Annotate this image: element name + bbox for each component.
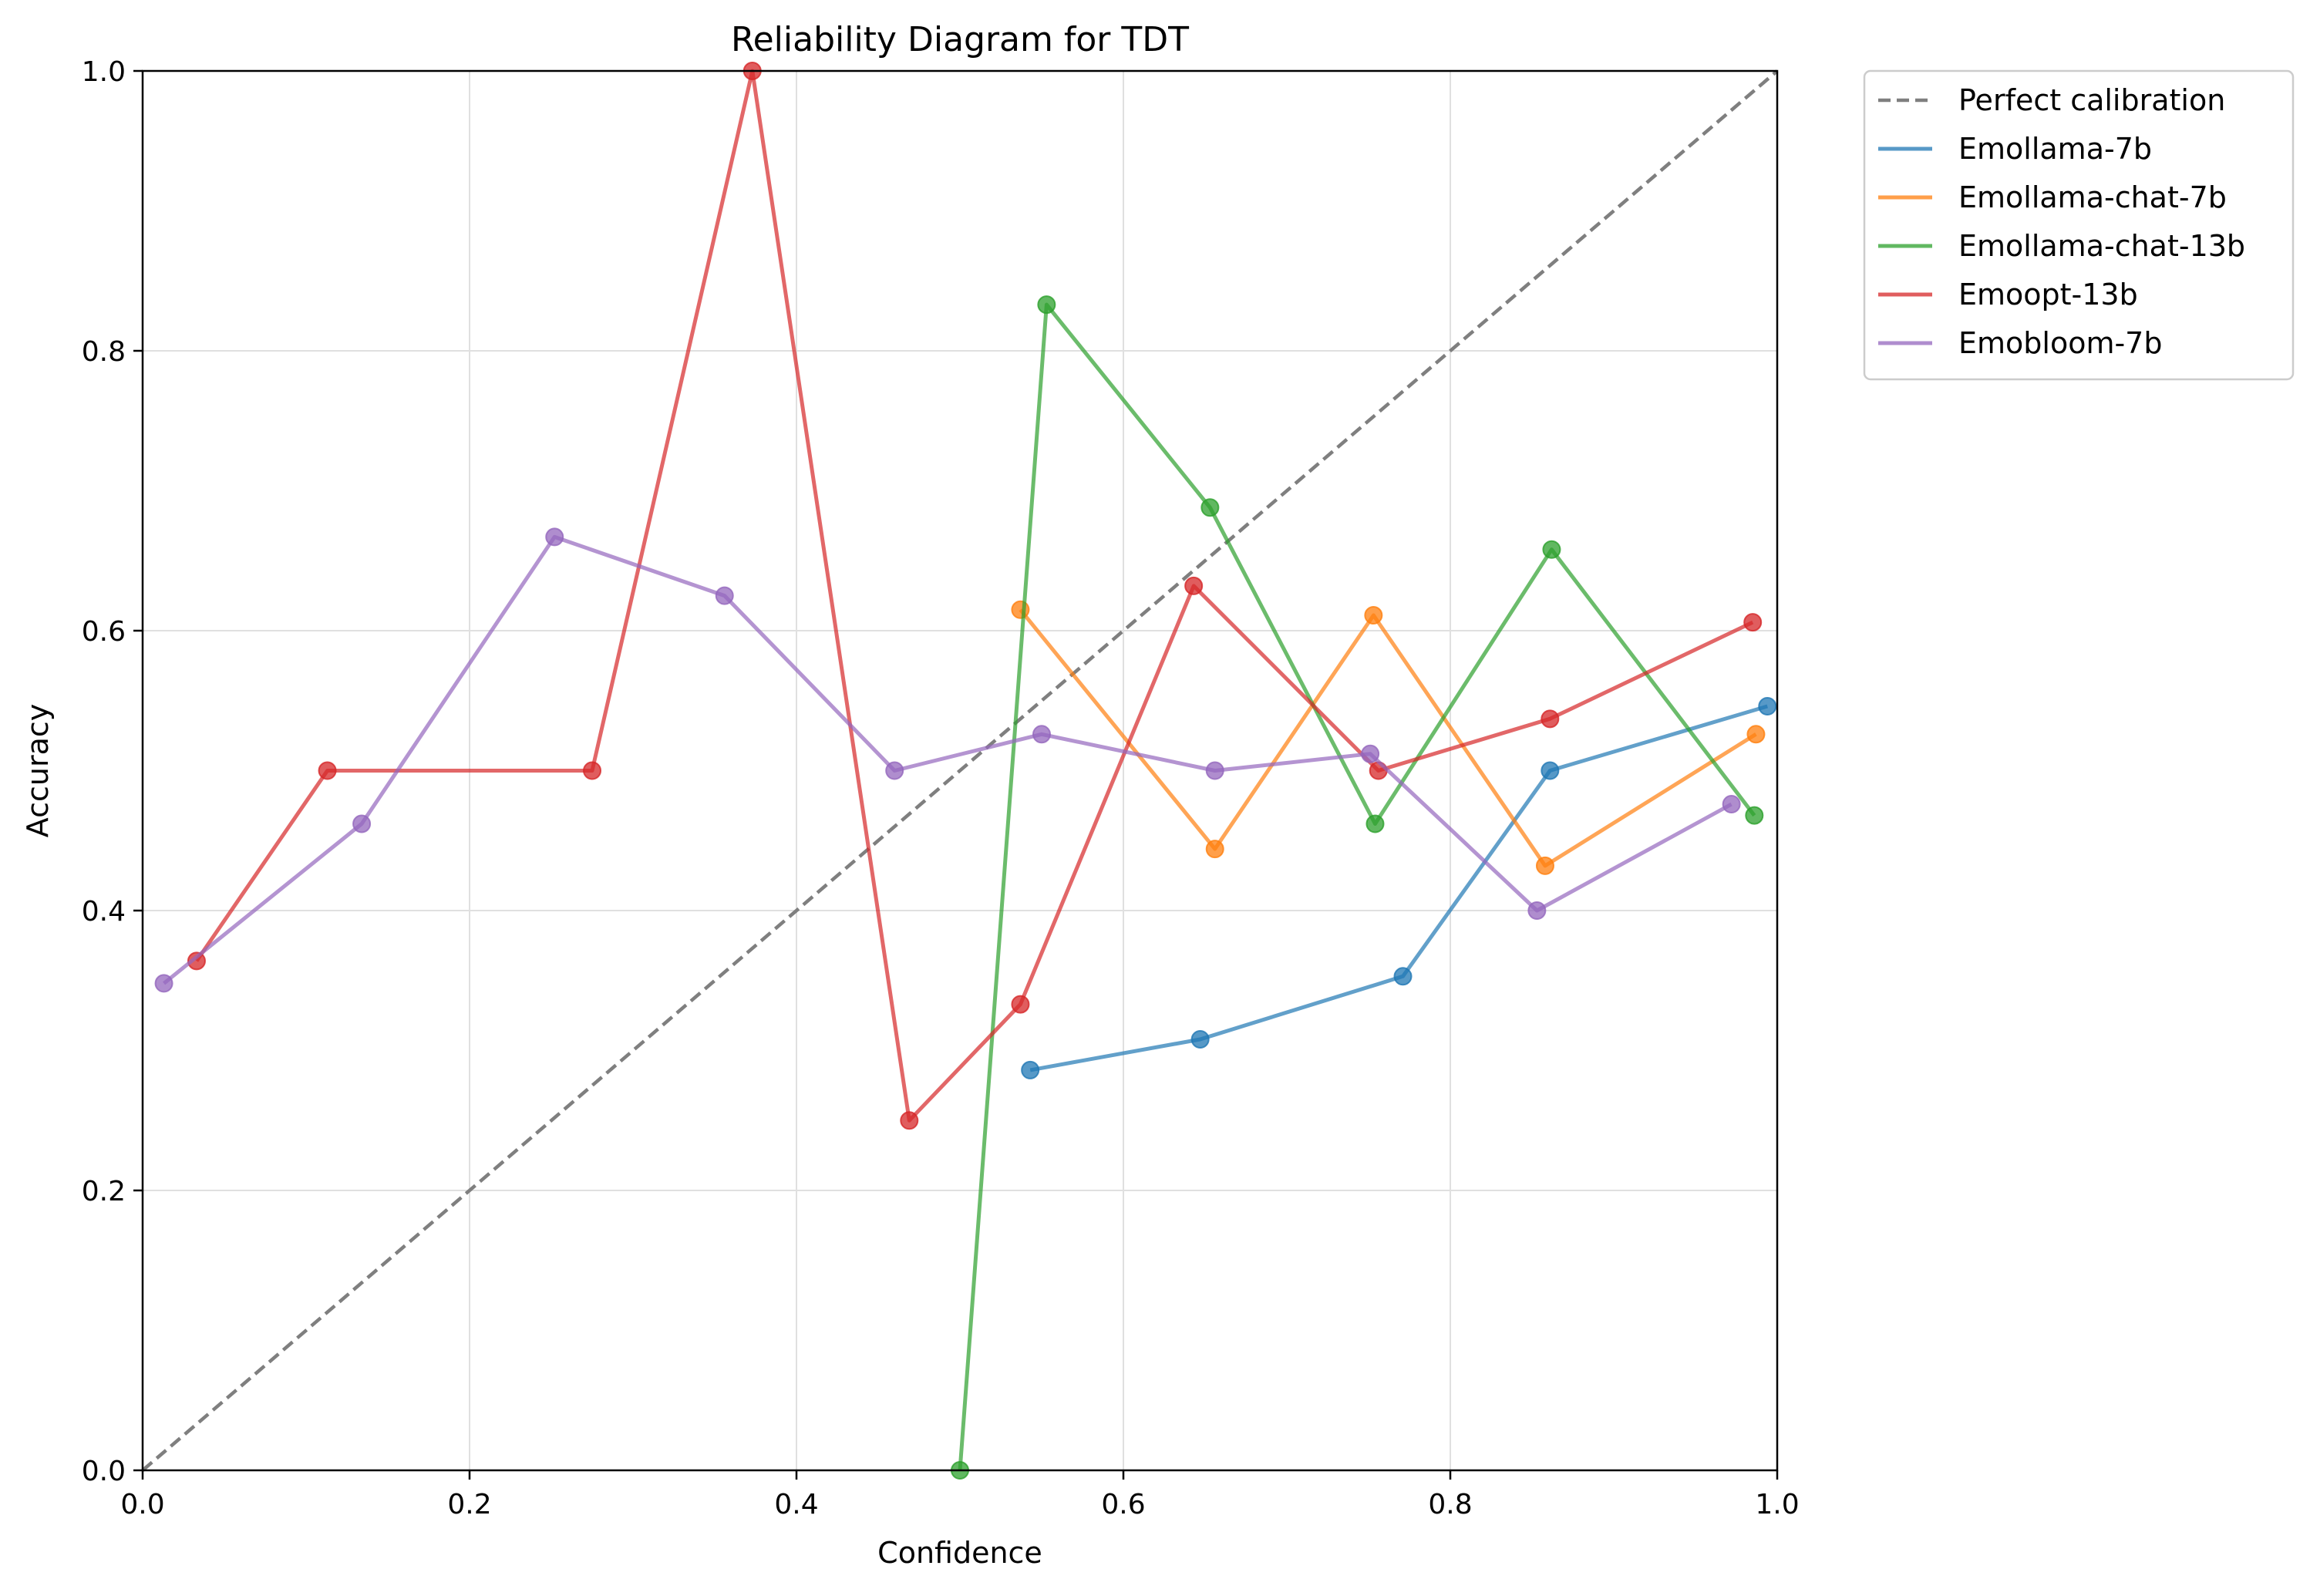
x-tick-label: 1.0 xyxy=(1755,1489,1799,1520)
data-point-emoopt-13b xyxy=(1184,576,1204,595)
x-tick-label: 0.2 xyxy=(447,1489,491,1520)
data-point-emoopt-13b xyxy=(900,1111,919,1130)
data-point-emollama-chat-13b xyxy=(1037,295,1056,315)
legend-label: Emollama-chat-7b xyxy=(1958,180,2227,214)
legend-label: Emobloom-7b xyxy=(1958,326,2162,360)
data-point-emobloom-7b xyxy=(1361,744,1380,763)
data-point-emollama-chat-13b xyxy=(1542,540,1561,559)
data-point-emoopt-13b xyxy=(1743,613,1763,632)
data-point-emoopt-13b xyxy=(318,761,337,780)
data-point-emobloom-7b xyxy=(885,761,904,780)
data-point-emoopt-13b xyxy=(1011,995,1030,1014)
y-tick-label: 0.2 xyxy=(82,1176,126,1207)
data-point-emoopt-13b xyxy=(187,951,206,971)
legend-label: Perfect calibration xyxy=(1958,83,2225,117)
data-point-emobloom-7b xyxy=(154,974,173,993)
data-point-emollama-chat-7b xyxy=(1364,606,1383,625)
data-point-emollama-chat-7b xyxy=(1535,856,1554,875)
y-axis-label: Accuracy xyxy=(21,704,55,838)
data-point-emobloom-7b xyxy=(1032,725,1051,744)
data-point-emollama-chat-7b xyxy=(1746,725,1766,744)
y-tick-label: 0.6 xyxy=(82,616,126,648)
data-point-emobloom-7b xyxy=(545,527,564,547)
data-point-emoopt-13b xyxy=(583,761,601,780)
reference-line-layer xyxy=(141,69,1779,1472)
x-tick-label: 0.4 xyxy=(774,1489,818,1520)
y-tick-label: 1.0 xyxy=(82,56,126,88)
series-emollama-7b xyxy=(1021,697,1777,1079)
x-tick-label: 0.8 xyxy=(1428,1489,1472,1520)
legend-label: Emollama-chat-13b xyxy=(1958,229,2245,263)
series-line-emobloom-7b xyxy=(163,534,1732,985)
data-point-emobloom-7b xyxy=(715,586,734,605)
data-point-emollama-chat-13b xyxy=(1200,498,1220,517)
data-point-emobloom-7b xyxy=(352,814,372,833)
data-point-emollama-7b xyxy=(1541,761,1560,780)
chart-title: Reliability Diagram for TDT xyxy=(731,20,1189,59)
data-point-emollama-chat-7b xyxy=(1011,600,1030,619)
data-point-emobloom-7b xyxy=(1205,761,1224,780)
data-point-emobloom-7b xyxy=(1722,795,1741,814)
legend-box xyxy=(1863,69,2295,381)
series-line-emoopt-13b xyxy=(194,69,1754,1123)
x-tick-label: 0.0 xyxy=(120,1489,164,1520)
data-point-emoopt-13b xyxy=(1541,709,1560,729)
series-line-emollama-chat-13b xyxy=(958,302,1756,1471)
axis-ticks: 0.0 0.2 0.4 0.6 0.8 1.0 0.0 0.2 0.4 0.6 0.8 1.0 xyxy=(82,56,1800,1520)
legend-label: Emoopt-13b xyxy=(1958,278,2138,311)
y-tick-label: 0.4 xyxy=(82,896,126,928)
legend-label: Emollama-7b xyxy=(1958,132,2152,166)
x-axis-label: Confidence xyxy=(877,1536,1042,1570)
data-point-emollama-chat-13b xyxy=(1365,814,1385,833)
data-point-emobloom-7b xyxy=(1527,901,1547,920)
data-point-emollama-7b xyxy=(1021,1060,1040,1079)
perfect-calibration-line xyxy=(141,69,1779,1472)
legend: Perfect calibration Emollama-7b Emollama-c… xyxy=(1863,69,2295,381)
data-point-emollama-7b xyxy=(1393,967,1413,986)
data-point-emollama-chat-7b xyxy=(1205,840,1224,859)
y-tick-label: 0.8 xyxy=(82,336,126,368)
y-tick-label: 0.0 xyxy=(82,1456,126,1487)
series-layer xyxy=(154,62,1777,1480)
data-point-emollama-7b xyxy=(1758,697,1777,716)
data-point-emollama-chat-13b xyxy=(1745,806,1764,825)
series-emobloom-7b xyxy=(154,527,1741,993)
data-point-emollama-7b xyxy=(1190,1029,1210,1049)
plot-frame xyxy=(141,69,1779,1472)
x-tick-label: 0.6 xyxy=(1101,1489,1145,1520)
